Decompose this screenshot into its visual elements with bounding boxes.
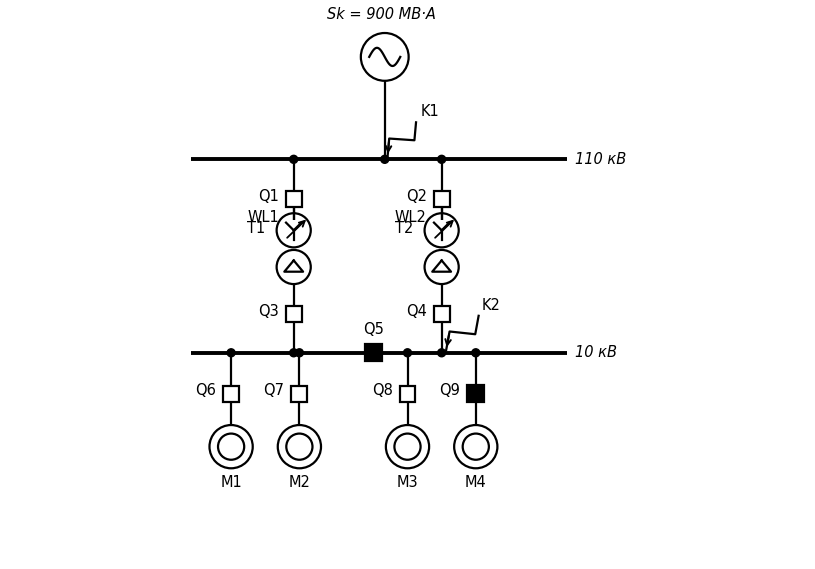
Text: 110 кВ: 110 кВ bbox=[575, 152, 627, 167]
Bar bbox=[399, 386, 416, 402]
Bar bbox=[223, 386, 239, 402]
Text: WL2: WL2 bbox=[395, 210, 427, 225]
Text: Q3: Q3 bbox=[258, 304, 279, 319]
Text: Q9: Q9 bbox=[439, 384, 460, 398]
Text: Q4: Q4 bbox=[406, 304, 427, 319]
Circle shape bbox=[227, 349, 235, 357]
Circle shape bbox=[289, 155, 297, 163]
Circle shape bbox=[438, 349, 446, 357]
Text: Q7: Q7 bbox=[263, 384, 284, 398]
Circle shape bbox=[295, 349, 303, 357]
Text: K2: K2 bbox=[482, 298, 501, 313]
Text: Sk = 900 МВ·А: Sk = 900 МВ·А bbox=[328, 7, 436, 22]
Bar bbox=[365, 344, 382, 361]
Text: Q1: Q1 bbox=[258, 189, 279, 204]
Text: M4: M4 bbox=[465, 475, 487, 490]
Text: T1: T1 bbox=[247, 221, 265, 236]
Bar bbox=[286, 306, 302, 322]
Bar bbox=[286, 191, 302, 207]
Text: Q8: Q8 bbox=[372, 384, 393, 398]
Circle shape bbox=[403, 349, 412, 357]
Text: WL1: WL1 bbox=[247, 210, 279, 225]
Bar bbox=[434, 191, 450, 207]
Text: T2: T2 bbox=[394, 221, 413, 236]
Text: Q2: Q2 bbox=[406, 189, 427, 204]
Bar bbox=[434, 306, 450, 322]
Text: Q5: Q5 bbox=[363, 323, 384, 337]
Text: M2: M2 bbox=[289, 475, 311, 490]
Text: 10 кВ: 10 кВ bbox=[575, 345, 617, 360]
Bar bbox=[292, 386, 307, 402]
Text: M1: M1 bbox=[220, 475, 242, 490]
Text: Q6: Q6 bbox=[196, 384, 216, 398]
Text: M3: M3 bbox=[397, 475, 418, 490]
Text: K1: K1 bbox=[421, 105, 439, 119]
Bar bbox=[467, 385, 484, 402]
Circle shape bbox=[381, 155, 389, 163]
Circle shape bbox=[438, 155, 446, 163]
Circle shape bbox=[472, 349, 480, 357]
Circle shape bbox=[289, 349, 297, 357]
